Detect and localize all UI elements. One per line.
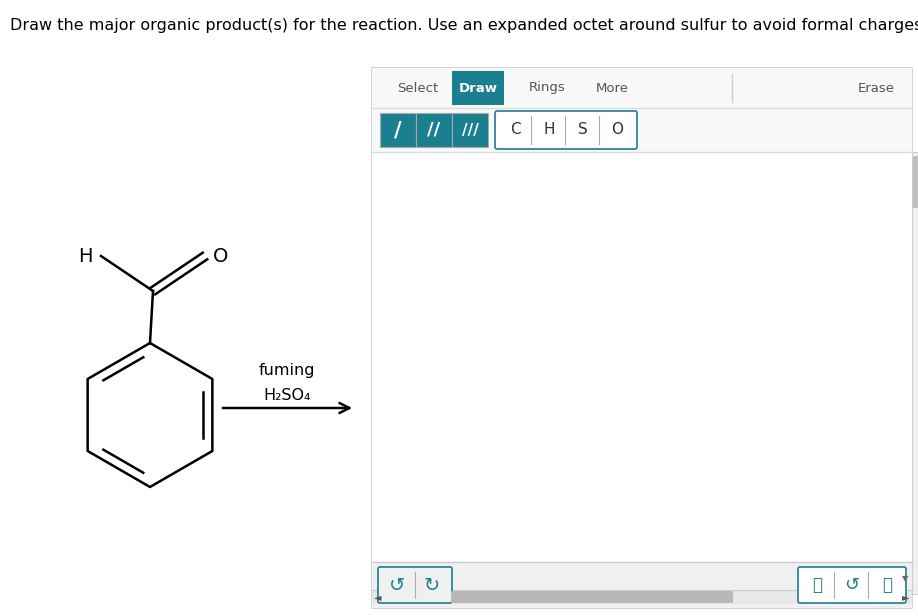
Text: Select: Select — [397, 81, 439, 94]
Text: ▼: ▼ — [901, 575, 908, 583]
Bar — [372, 68, 912, 108]
Text: Draw: Draw — [458, 81, 498, 94]
Bar — [452, 113, 488, 147]
FancyBboxPatch shape — [451, 591, 733, 603]
Text: ◄: ◄ — [375, 592, 382, 602]
Text: ↻: ↻ — [424, 575, 441, 594]
Text: C: C — [509, 123, 521, 137]
Bar — [372, 590, 912, 604]
Bar — [372, 152, 912, 562]
Text: O: O — [611, 123, 623, 137]
Bar — [372, 562, 912, 608]
Text: Draw the major organic product(s) for the reaction. Use an expanded octet around: Draw the major organic product(s) for th… — [10, 18, 918, 33]
Text: ►: ► — [902, 592, 910, 602]
Text: /: / — [394, 120, 402, 140]
Text: H: H — [79, 246, 93, 265]
Bar — [372, 68, 912, 608]
Text: Erase: Erase — [857, 81, 894, 94]
FancyBboxPatch shape — [495, 111, 637, 149]
Bar — [380, 113, 416, 147]
Bar — [912, 152, 918, 594]
Text: 🔍: 🔍 — [882, 576, 892, 594]
Bar — [452, 71, 504, 105]
Text: //: // — [428, 121, 441, 139]
FancyBboxPatch shape — [378, 567, 452, 603]
Text: 🔍: 🔍 — [812, 576, 822, 594]
Text: More: More — [596, 81, 629, 94]
Text: ///: /// — [462, 123, 478, 137]
Bar — [416, 113, 452, 147]
Text: O: O — [213, 246, 229, 265]
FancyBboxPatch shape — [913, 156, 918, 208]
Text: S: S — [578, 123, 588, 137]
Text: Rings: Rings — [529, 81, 565, 94]
Text: H₂SO₄: H₂SO₄ — [263, 388, 311, 403]
Text: fuming: fuming — [259, 363, 315, 378]
Text: ↺: ↺ — [389, 575, 405, 594]
Text: H: H — [543, 123, 554, 137]
FancyBboxPatch shape — [798, 567, 906, 603]
Bar — [372, 108, 912, 152]
Text: ↺: ↺ — [845, 576, 859, 594]
